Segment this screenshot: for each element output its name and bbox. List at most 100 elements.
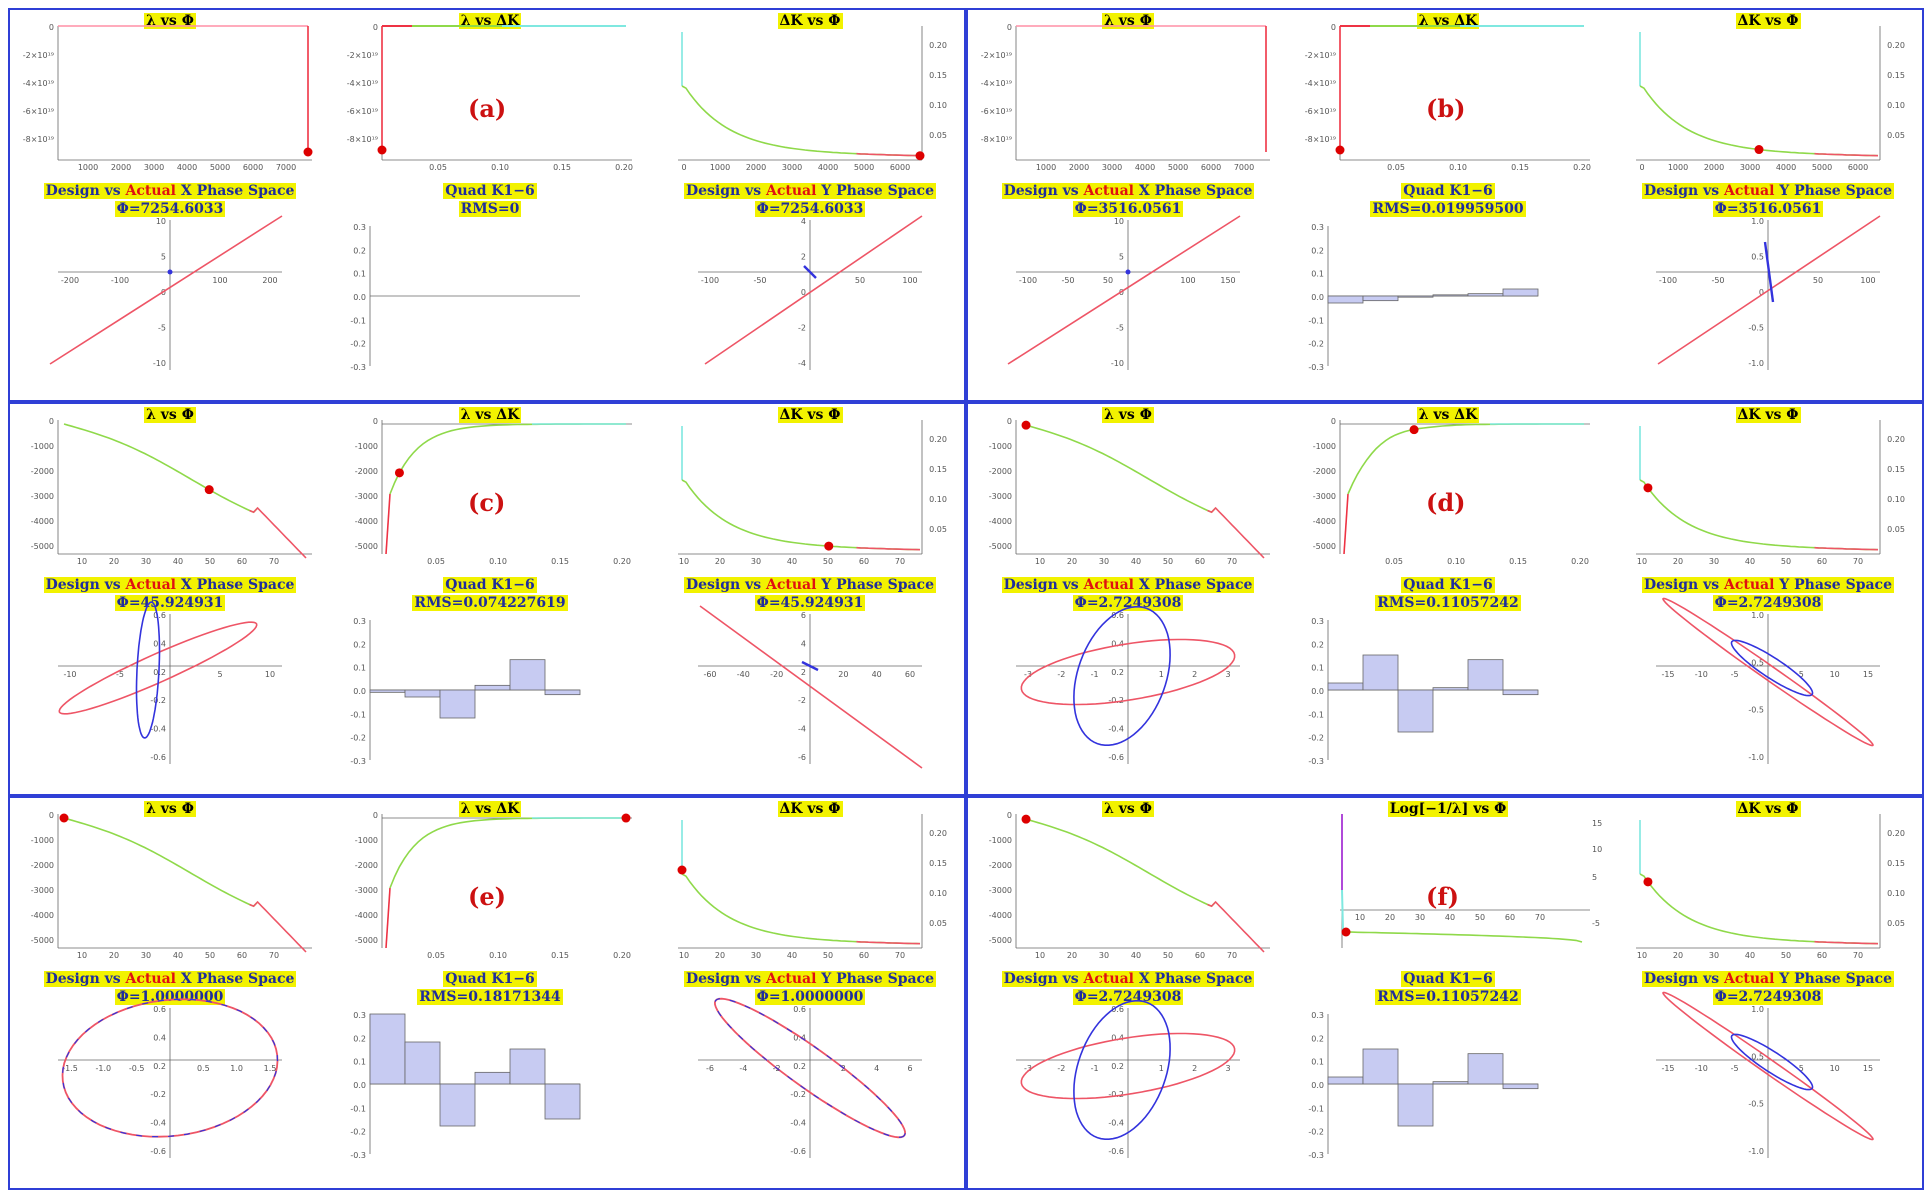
y-tick-label: 0.20 (1887, 41, 1905, 50)
x-tick-label: 60 (237, 951, 247, 960)
x-tick-label: 1000 (1668, 163, 1688, 172)
quad-bars-b-subtitle: RMS=0.019959500 (1298, 201, 1598, 217)
y-tick-label: -4 (798, 725, 806, 734)
x-tick-label: 4000 (818, 163, 838, 172)
y-tick-label: -0.4 (150, 725, 166, 734)
x-tick-label: 40 (1445, 913, 1455, 922)
y-tick-label: -1000 (989, 442, 1012, 451)
y-tick-label: -0.2 (790, 1090, 806, 1099)
x-tick-label: 0.10 (489, 951, 507, 960)
dk-phi-plot-a: 0.20 0.15 0.10 0.05 0 1000 2000 3000 4000 5000 600… (678, 26, 947, 172)
x-tick-label: 30 (1099, 951, 1109, 960)
x-tick-label: 6000 (1201, 163, 1221, 172)
lambda-curve-red (1207, 506, 1265, 559)
x-tick-label: 3000 (1102, 163, 1122, 172)
quad-bars-b-title-text: Quad K1−6 (1401, 183, 1495, 199)
dk-phi-plot-f: 0.20 0.15 0.10 0.05 10 20 30 40 50 60 70 (1636, 814, 1905, 960)
y-tick-label: -2000 (989, 467, 1012, 476)
x-tick-label: 0.05 (427, 557, 445, 566)
y-tick-label: 2 (801, 668, 806, 677)
x-phase-d-title-part: Actual (1083, 577, 1134, 593)
current-phi-marker (1643, 483, 1653, 493)
y-tick-label: 0.20 (929, 41, 947, 50)
y-tick-label: -8×10¹⁹ (981, 135, 1012, 144)
x-tick-label: 3000 (1740, 163, 1760, 172)
x-phase-a-title-part: Actual (125, 183, 176, 199)
x-tick-label: 6000 (243, 163, 263, 172)
lambda-phi-title-e-text: λ vs Φ (144, 801, 196, 817)
y-phase-f-title-part: Design (1644, 971, 1699, 987)
y-tick-label: 5 (1119, 253, 1124, 262)
lambda-phi-title-a: λ vs Φ (20, 13, 320, 29)
x-tick-label: 5000 (1812, 163, 1832, 172)
y-tick-label: 0.5 (1751, 1052, 1764, 1061)
y-tick-label: -4000 (355, 517, 378, 526)
x-tick-label: 40 (1131, 557, 1141, 566)
y-tick-label: -4 (798, 359, 806, 368)
y-phase-d-subtitle: Φ=2.7249308 (1618, 595, 1918, 611)
x-tick-label: 10 (1830, 670, 1840, 679)
y-tick-label: 1.0 (1751, 611, 1764, 620)
x-phase-a-title: Design vs Actual X Phase Space (20, 183, 320, 199)
y-phase-c-title-text: Design vs Actual Y Phase Space (684, 577, 936, 593)
x-tick-label: 10 (265, 670, 275, 679)
x-tick-label: 10 (1035, 951, 1045, 960)
lambda-dk-title-f: Log[−1/λ] vs Φ (1298, 801, 1598, 817)
x-tick-label: -10 (1695, 1064, 1708, 1073)
x-tick-label: 10 (1035, 557, 1045, 566)
x-tick-label: 30 (1099, 557, 1109, 566)
y-tick-label: 0.0 (353, 687, 366, 696)
quad-bar (1502, 689, 1539, 696)
y-tick-label: 0.15 (929, 859, 947, 868)
current-dk-marker (1335, 145, 1345, 155)
x-tick-label: 0.10 (491, 163, 509, 172)
lambda-phi-plot-f: 0 -1000 -2000 -3000 -4000 -5000 10 20 30 40 50 60 70 (989, 811, 1270, 960)
x-tick-label: 2000 (1704, 163, 1724, 172)
y-tick-label: -4000 (1313, 517, 1336, 526)
y-tick-label: -0.3 (350, 363, 366, 372)
x-tick-label: 10 (679, 951, 689, 960)
x-tick-label: 50 (823, 951, 833, 960)
x-phase-b-title-text: Design vs Actual X Phase Space (1001, 183, 1255, 199)
x-tick-label: 4000 (1135, 163, 1155, 172)
x-tick-label: 70 (1535, 913, 1545, 922)
y-tick-label: 0.05 (929, 131, 947, 140)
x-tick-label: 0.15 (551, 951, 569, 960)
y-tick-label: -0.4 (150, 1119, 166, 1128)
y-tick-label: 15 (1592, 819, 1602, 828)
y-phase-e-title-part: vs (740, 971, 766, 987)
y-tick-label: 0.5 (1751, 658, 1764, 667)
x-phase-f-title-part: X Phase Space (1133, 971, 1253, 987)
plot-column: λ vs Φ 0 -1000 -2000 -3000 -4000 -5000 10 20 30 40… (978, 404, 1278, 798)
quad-bars-b-plot: 0.3 0.2 0.1 0.0 -0.1 -0.2 -0.3 (1308, 223, 1539, 372)
lambda-curve-green (63, 817, 259, 908)
y-phase-a-title-part: Actual (765, 183, 817, 199)
y-tick-label: 0.15 (1887, 71, 1905, 80)
x-phase-b-subtitle: Φ=3516.0561 (978, 201, 1278, 217)
y-tick-label: 0 (49, 23, 54, 32)
quad-bars-a-title-text: Quad K1−6 (443, 183, 537, 199)
y-tick-label: -5000 (31, 542, 54, 551)
x-tick-label: 30 (751, 951, 761, 960)
y-tick-label: -0.2 (1308, 340, 1324, 349)
y-tick-label: -2000 (1313, 467, 1336, 476)
plot-column: λ vs ΔK 0 -1000 -2000 -3000 -4000 -5000 0.05 0.1… (340, 404, 640, 798)
quad-bars-c-plot: 0.3 0.2 0.1 0.0 -0.1 -0.2 -0.3 (350, 617, 581, 766)
y-tick-label: -2000 (31, 861, 54, 870)
current-phi-marker (204, 485, 214, 495)
y-phase-b-title-part: Design (1644, 183, 1699, 199)
x-tick-label: -5 (1731, 1064, 1739, 1073)
y-tick-label: 0.20 (929, 435, 947, 444)
panel-d: λ vs Φ 0 -1000 -2000 -3000 -4000 -5000 10 20 30 40… (966, 402, 1924, 796)
x-tick-label: 0.20 (613, 557, 631, 566)
y-tick-label: 0.2 (1311, 246, 1324, 255)
design-trace (699, 605, 923, 769)
y-phase-e-title-part: Design (686, 971, 741, 987)
x-tick-label: 0.15 (551, 557, 569, 566)
y-phase-e-title-text: Design vs Actual Y Phase Space (684, 971, 936, 987)
lambda-dk-plot-a: 0 -2×10¹⁹ -4×10¹⁹ -6×10¹⁹ -8×10¹⁹ 0.05 0.10 0.1… (347, 23, 633, 172)
x-tick-label: 2 (1192, 1064, 1197, 1073)
y-tick-label: -0.3 (1308, 1151, 1324, 1160)
y-tick-label: -5000 (355, 542, 378, 551)
quad-bars-d-title-text: Quad K1−6 (1401, 577, 1495, 593)
